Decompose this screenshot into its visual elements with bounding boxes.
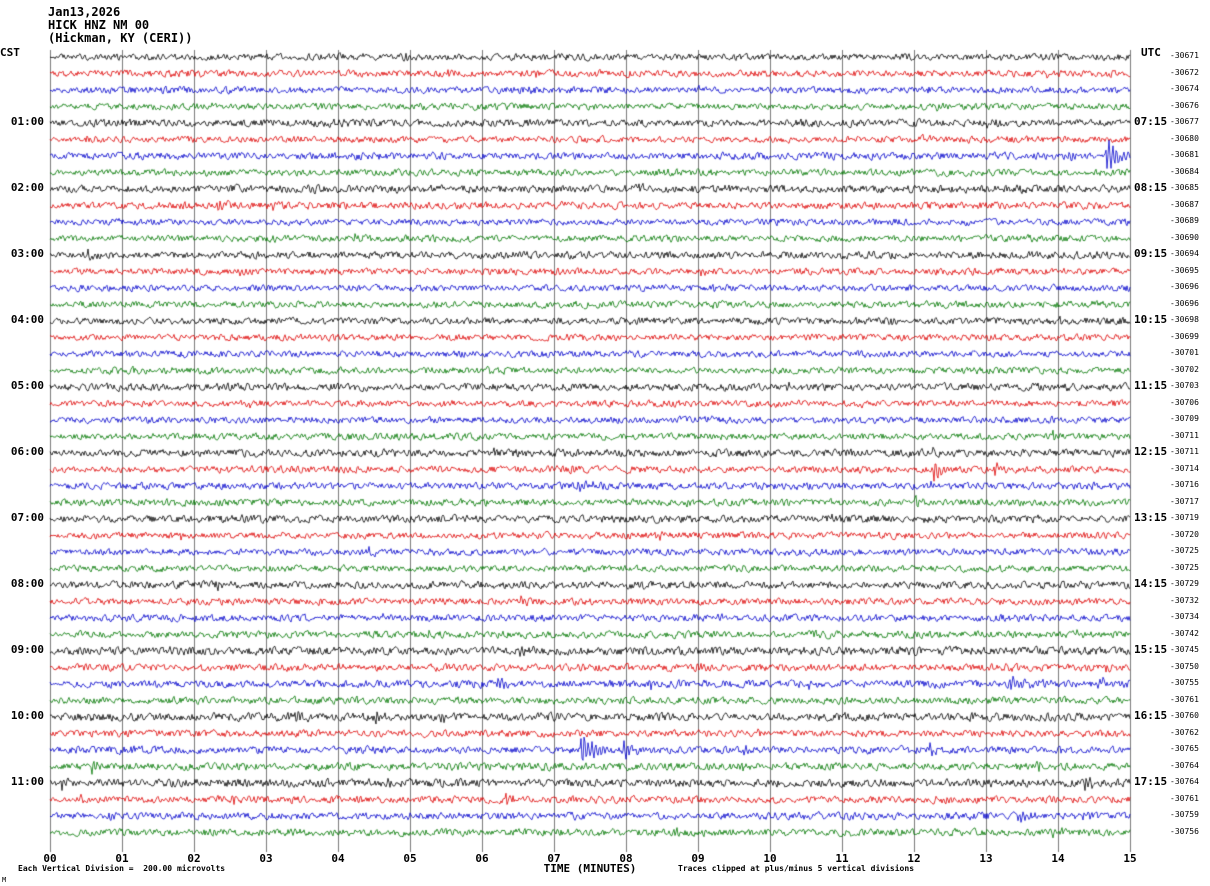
x-tick-label: 00	[43, 852, 57, 865]
trace-offset-value: -30711	[1170, 447, 1199, 456]
x-axis-title: TIME (MINUTES)	[543, 862, 637, 875]
trace-offset-value: -30676	[1170, 100, 1199, 110]
utc-hour-label: 07:15	[1134, 115, 1168, 128]
utc-hour-label: 09:15	[1134, 247, 1168, 260]
trace-offset-value: -30689	[1170, 216, 1199, 225]
trace-offset-value: -30696	[1170, 282, 1199, 291]
x-tick-label: 01	[115, 852, 129, 865]
trace-offset-value: -30732	[1170, 595, 1199, 605]
trace-offset-value: -30703	[1170, 381, 1199, 390]
trace-offset-value: -30734	[1170, 612, 1199, 621]
cst-hour-label: 04:00	[10, 313, 44, 326]
trace-offset-value: -30714	[1170, 463, 1199, 473]
x-tick-label: 11	[835, 852, 849, 865]
cst-hour-label: 02:00	[10, 181, 44, 194]
utc-hour-label: 13:15	[1134, 511, 1168, 524]
trace-offset-value: -30702	[1170, 364, 1199, 374]
trace-offset-value: -30761	[1170, 694, 1199, 704]
trace-offset-value: -30716	[1170, 480, 1199, 489]
utc-hour-label: 15:15	[1134, 643, 1168, 656]
trace-offset-value: -30694	[1170, 249, 1199, 258]
x-tick-label: 15	[1123, 852, 1137, 865]
left-axis-header: CST	[0, 46, 20, 59]
right-axis-header: UTC	[1141, 46, 1161, 59]
cst-hour-label: 11:00	[10, 775, 44, 788]
x-tick-label: 10	[763, 852, 777, 865]
x-tick-label: 02	[187, 852, 201, 865]
x-tick-label: 07	[547, 852, 561, 865]
x-tick-label: 13	[979, 852, 993, 865]
x-tick-label: 06	[475, 852, 489, 865]
x-tick-label: 14	[1051, 852, 1065, 865]
trace-offset-value: -30699	[1170, 331, 1199, 341]
trace-offset-value: -30765	[1170, 744, 1199, 753]
trace-offset-value: -30764	[1170, 760, 1199, 770]
trace-offset-value: -30759	[1170, 810, 1199, 819]
trace-offset-value: -30745	[1170, 645, 1199, 654]
title-block: Jan13,2026 HICK HNZ NM 00 (Hickman, KY (…	[48, 6, 193, 45]
cst-hour-label: 05:00	[10, 379, 44, 392]
title-date: Jan13,2026	[48, 5, 121, 19]
trace-offset-value: -30711	[1170, 430, 1199, 440]
cst-hour-label: 08:00	[10, 577, 44, 590]
corner-mark: M	[2, 876, 7, 884]
x-tick-label: 12	[907, 852, 921, 865]
trace-offset-value: -30681	[1170, 150, 1199, 159]
trace-offset-value: -30725	[1170, 546, 1199, 555]
cst-hour-label: 06:00	[10, 445, 44, 458]
cst-hour-label: 07:00	[10, 511, 44, 524]
trace-offset-value: -30764	[1170, 777, 1199, 786]
trace-offset-value: -30680	[1170, 133, 1199, 143]
trace-offset-value: -30672	[1170, 67, 1199, 77]
cst-hour-label: 10:00	[10, 709, 44, 722]
x-tick-label: 03	[259, 852, 273, 865]
trace-offset-value: -30719	[1170, 513, 1199, 522]
utc-hour-label: 08:15	[1134, 181, 1168, 194]
x-tick-label: 09	[691, 852, 705, 865]
trace-offset-value: -30750	[1170, 661, 1199, 671]
trace-offset-value: -30677	[1170, 117, 1199, 126]
x-tick-label: 04	[331, 852, 345, 865]
trace-offset-value: -30671	[1170, 51, 1199, 60]
cst-hour-label: 01:00	[10, 115, 44, 128]
trace-offset-value: -30701	[1170, 348, 1199, 357]
trace-offset-value: -30685	[1170, 183, 1199, 192]
utc-hour-label: 16:15	[1134, 709, 1168, 722]
x-tick-label: 05	[403, 852, 417, 865]
trace-offset-value: -30674	[1170, 84, 1199, 93]
trace-offset-value: -30762	[1170, 727, 1199, 737]
trace-offset-value: -30695	[1170, 265, 1199, 275]
trace-offset-value: -30755	[1170, 678, 1199, 687]
trace-offset-value: -30684	[1170, 166, 1199, 176]
trace-offset-value: -30742	[1170, 628, 1199, 638]
utc-hour-label: 14:15	[1134, 577, 1168, 590]
trace-offset-value: -30690	[1170, 232, 1199, 242]
title-location: (Hickman, KY (CERI))	[48, 31, 193, 45]
trace-offset-value: -30696	[1170, 298, 1199, 308]
trace-offset-value: -30720	[1170, 529, 1199, 539]
cst-hour-label: 09:00	[10, 643, 44, 656]
trace-offset-value: -30709	[1170, 414, 1199, 423]
utc-hour-label: 10:15	[1134, 313, 1168, 326]
trace-offset-value: -30698	[1170, 315, 1199, 324]
trace-offset-value: -30706	[1170, 397, 1199, 407]
cst-hour-label: 03:00	[10, 247, 44, 260]
trace-offset-value: -30725	[1170, 562, 1199, 572]
title-station: HICK HNZ NM 00	[48, 18, 150, 32]
scale-note: Each Vertical Division = 200.00 microvol…	[18, 864, 226, 873]
trace-offset-value: -30760	[1170, 711, 1199, 720]
trace-offset-value: -30756	[1170, 826, 1199, 836]
utc-hour-label: 17:15	[1134, 775, 1168, 788]
utc-hour-label: 12:15	[1134, 445, 1168, 458]
clip-note: Traces clipped at plus/minus 5 vertical …	[678, 864, 915, 873]
trace-offset-value: -30687	[1170, 199, 1199, 209]
trace-offset-value: -30761	[1170, 793, 1199, 803]
utc-hour-label: 11:15	[1134, 379, 1168, 392]
x-tick-label: 08	[619, 852, 633, 865]
trace-offset-value: -30729	[1170, 579, 1199, 588]
trace-offset-value: -30717	[1170, 496, 1199, 506]
